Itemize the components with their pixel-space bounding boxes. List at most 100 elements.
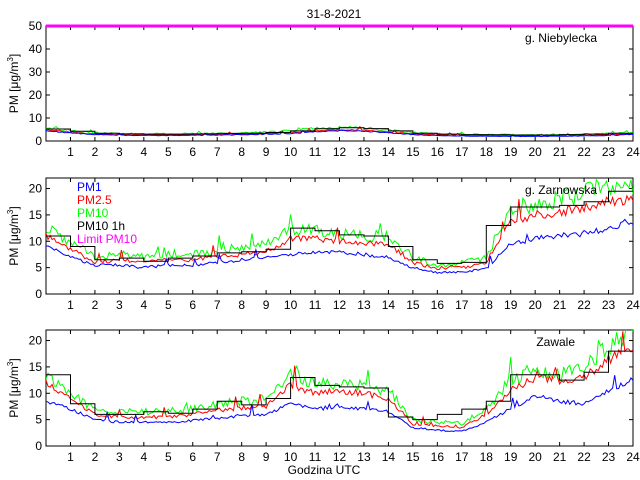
y-tick-label: 5	[35, 413, 42, 427]
x-tick-label: 8	[238, 298, 245, 312]
x-tick-label: 3	[116, 450, 123, 464]
y-tick-label: 5	[35, 261, 42, 275]
y-tick-label: 20	[29, 334, 43, 348]
x-tick-label: 2	[92, 298, 99, 312]
data-area	[46, 330, 633, 433]
x-tick-label: 7	[214, 450, 221, 464]
station-label: Zawale	[536, 335, 575, 349]
legend-entry: PM1	[77, 180, 102, 194]
x-tick-label: 23	[602, 145, 616, 159]
y-tick-label: 10	[29, 234, 43, 248]
x-tick-label: 11	[309, 145, 322, 159]
x-tick-label: 7	[214, 145, 221, 159]
x-tick-label: 4	[140, 450, 147, 464]
x-tick-label: 9	[263, 450, 270, 464]
x-tick-label: 12	[333, 145, 347, 159]
x-tick-label: 19	[504, 145, 518, 159]
y-tick-label: 10	[29, 111, 43, 125]
station-label: g. Zarnowska	[525, 183, 597, 197]
x-tick-label: 3	[116, 298, 123, 312]
x-tick-label: 21	[553, 145, 567, 159]
x-tick-label: 11	[309, 450, 322, 464]
x-tick-label: 20	[528, 450, 542, 464]
y-axis-label: PM [μg/m3]	[6, 358, 21, 417]
x-tick-label: 16	[431, 298, 445, 312]
series-pm25	[46, 331, 633, 429]
x-tick-label: 1	[67, 145, 74, 159]
x-tick-label: 5	[165, 298, 172, 312]
x-tick-label: 21	[553, 450, 567, 464]
data-area	[46, 125, 633, 138]
y-tick-label: 0	[35, 134, 42, 148]
station-label: g. Niebylecka	[525, 31, 597, 45]
x-tick-label: 19	[504, 298, 518, 312]
y-axis-label: PM [μg/m3]	[6, 54, 21, 113]
x-tick-label: 9	[263, 298, 270, 312]
series-pm10-hourly	[46, 350, 633, 421]
y-tick-label: 0	[35, 287, 42, 301]
x-tick-label: 6	[189, 298, 196, 312]
x-tick-label: 2	[92, 145, 99, 159]
x-tick-label: 12	[333, 450, 347, 464]
x-tick-label: 16	[431, 145, 445, 159]
y-tick-label: 10	[29, 386, 43, 400]
y-tick-label: 50	[29, 19, 43, 33]
series-pm1	[46, 218, 633, 274]
x-tick-label: 24	[626, 450, 640, 464]
x-tick-label: 5	[165, 145, 172, 159]
x-tick-label: 14	[382, 298, 396, 312]
x-tick-label: 11	[309, 298, 322, 312]
x-tick-label: 2	[92, 450, 99, 464]
x-tick-label: 4	[140, 298, 147, 312]
x-tick-label: 10	[284, 298, 298, 312]
x-tick-label: 17	[455, 298, 469, 312]
series-pm1	[46, 129, 633, 138]
x-tick-label: 15	[406, 298, 420, 312]
x-tick-label: 19	[504, 450, 518, 464]
x-tick-label: 13	[357, 450, 371, 464]
x-tick-label: 6	[189, 450, 196, 464]
x-tick-label: 20	[528, 298, 542, 312]
x-tick-label: 12	[333, 298, 347, 312]
x-tick-label: 23	[602, 298, 616, 312]
x-tick-label: 9	[263, 145, 270, 159]
x-tick-label: 24	[626, 298, 640, 312]
x-tick-label: 14	[382, 450, 396, 464]
y-tick-label: 15	[29, 360, 43, 374]
x-tick-label: 13	[357, 145, 371, 159]
series-pm10-hourly	[46, 190, 633, 264]
data-area	[46, 178, 633, 274]
figure-title: 31-8-2021	[307, 7, 362, 21]
y-tick-label: 40	[29, 42, 43, 56]
x-tick-label: 22	[577, 450, 591, 464]
legend-entry: PM10	[77, 206, 109, 220]
x-tick-label: 22	[577, 298, 591, 312]
legend-entry: Limit PM10	[77, 232, 137, 246]
x-tick-label: 17	[455, 450, 469, 464]
x-tick-label: 18	[480, 145, 494, 159]
x-tick-label: 17	[455, 145, 469, 159]
legend-entry: PM10 1h	[77, 219, 125, 233]
x-tick-label: 18	[480, 450, 494, 464]
x-tick-label: 8	[238, 145, 245, 159]
x-tick-label: 21	[553, 298, 567, 312]
y-axis-label: PM [μg/m3]	[6, 206, 21, 265]
x-tick-label: 1	[67, 298, 74, 312]
x-tick-label: 22	[577, 145, 591, 159]
x-tick-label: 23	[602, 450, 616, 464]
x-tick-label: 1	[67, 450, 74, 464]
x-tick-label: 6	[189, 145, 196, 159]
x-axis-label: Godzina UTC	[288, 463, 361, 477]
x-tick-label: 10	[284, 145, 298, 159]
series-pm10-hourly	[46, 127, 633, 136]
x-tick-label: 15	[406, 450, 420, 464]
x-tick-label: 7	[214, 298, 221, 312]
legend-entry: PM2.5	[77, 193, 112, 207]
x-tick-label: 8	[238, 450, 245, 464]
y-tick-label: 20	[29, 182, 43, 196]
x-tick-label: 4	[140, 145, 147, 159]
series-pm1	[46, 375, 633, 433]
y-tick-label: 30	[29, 65, 43, 79]
